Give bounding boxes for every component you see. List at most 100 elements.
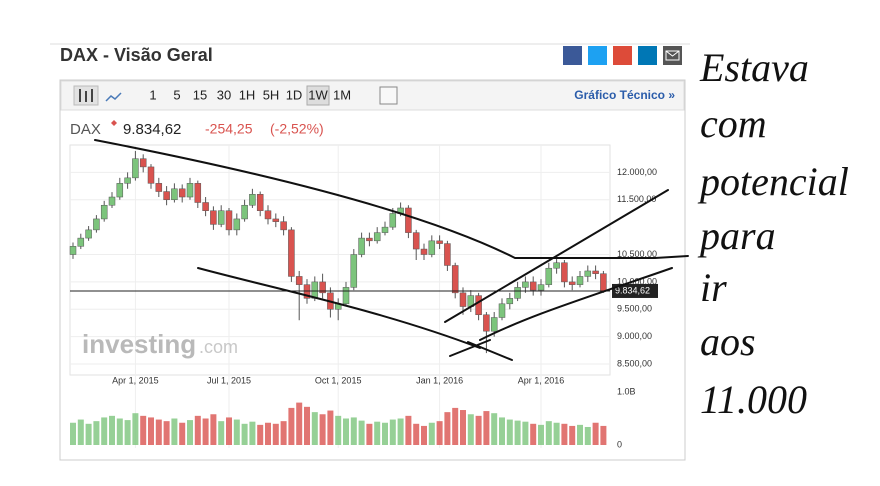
candle-body — [545, 267, 553, 285]
candle-body — [210, 210, 217, 225]
candle-body — [428, 240, 436, 255]
interval-button[interactable]: 15 — [193, 87, 207, 102]
candle-body — [194, 183, 202, 203]
candle-body — [342, 287, 350, 305]
candle-body — [163, 191, 170, 201]
candle-body — [358, 237, 365, 255]
candle-body — [272, 218, 280, 222]
volume-bar — [538, 424, 544, 445]
handwritten-word: com — [700, 101, 767, 146]
volume-bar — [569, 425, 576, 445]
volume-bar — [265, 422, 271, 445]
candle-body — [241, 204, 248, 220]
x-tick-label: Jan 1, 2016 — [416, 375, 463, 385]
volume-bar — [343, 418, 349, 445]
candle-body — [295, 276, 303, 285]
volume-bar — [148, 417, 154, 445]
candle-body — [288, 229, 295, 277]
volume-bar — [210, 414, 217, 445]
volume-bar — [460, 410, 466, 445]
price-tag-label: 9.834,62 — [615, 285, 650, 295]
volume-bar — [577, 424, 583, 445]
candle-body — [459, 292, 467, 307]
candle-body — [202, 202, 209, 211]
technical-chart-link[interactable]: Gráfico Técnico » — [574, 88, 675, 102]
hand-line — [197, 267, 481, 349]
candle-body — [100, 204, 108, 220]
volume-bar — [132, 413, 139, 445]
hand-line — [479, 267, 673, 341]
candle-body — [475, 295, 482, 316]
candle-body — [568, 281, 576, 285]
y-tick-label: 10.000,00 — [617, 276, 657, 286]
volume-bar — [272, 423, 279, 445]
volume-bar — [389, 419, 396, 445]
candle-body — [69, 246, 77, 255]
volume-bar — [405, 415, 412, 445]
volume-bar — [327, 410, 334, 445]
candle-body — [124, 177, 131, 184]
volume-bar — [77, 419, 84, 445]
volume-bar — [600, 425, 607, 445]
volume-bar — [218, 421, 225, 445]
candle-body — [225, 210, 233, 231]
candle-body — [584, 270, 592, 277]
candle-body — [576, 276, 584, 285]
volume-bar — [506, 419, 513, 445]
interval-button[interactable]: 5H — [263, 87, 280, 102]
volume-bar — [93, 421, 100, 445]
interval-button[interactable]: 1W — [308, 87, 328, 102]
quote-symbol: DAX — [70, 121, 101, 138]
candle-body — [178, 188, 186, 198]
interval-button[interactable]: 1H — [239, 87, 256, 102]
volume-bar — [436, 421, 443, 445]
interval-button[interactable]: 5 — [173, 87, 180, 102]
volume-bar — [288, 407, 295, 445]
hand-line — [449, 339, 513, 361]
volume-bar — [179, 422, 186, 445]
interval-button[interactable]: 30 — [217, 87, 231, 102]
candle-body — [451, 265, 459, 294]
volume-bar — [530, 423, 537, 445]
volume-bar — [280, 421, 287, 445]
candle-body — [319, 281, 326, 294]
linkedin-icon[interactable] — [638, 46, 657, 65]
candle-body — [529, 281, 537, 291]
line-button[interactable] — [105, 92, 122, 102]
candle-body — [132, 158, 139, 179]
candle-body — [93, 218, 100, 231]
interval-button[interactable]: 1 — [149, 87, 156, 102]
volume-bar — [124, 420, 131, 445]
googleplus-icon[interactable] — [613, 46, 632, 65]
x-tick-label: Oct 1, 2015 — [315, 375, 362, 385]
volume-bar — [413, 423, 420, 445]
twitter-icon[interactable] — [588, 46, 607, 65]
widget — [59, 79, 686, 461]
candle-body — [350, 254, 358, 288]
settings-button[interactable] — [379, 86, 398, 105]
y-tick-label: 10.500,00 — [617, 249, 657, 259]
share-icons[interactable] — [563, 46, 682, 65]
candle-body — [405, 207, 412, 233]
volume-bar — [467, 414, 474, 445]
facebook-icon[interactable] — [563, 46, 582, 65]
candle-body — [381, 226, 389, 233]
interval-button[interactable]: 1M — [333, 87, 351, 102]
watermark-domain: .com — [199, 337, 238, 357]
interval-button[interactable]: 1D — [286, 87, 303, 102]
volume-bar — [491, 413, 498, 445]
candle-body — [108, 196, 116, 206]
volume-bar — [358, 420, 365, 445]
candle-body — [186, 183, 194, 198]
candle-body — [412, 232, 420, 250]
volume-bar — [171, 418, 178, 445]
volume-bar — [350, 417, 357, 445]
volume-bar — [226, 417, 232, 445]
y-tick-label: 12.000,00 — [617, 167, 657, 177]
volume-bar — [545, 421, 552, 445]
volume-bar — [483, 411, 490, 445]
volume-bar — [85, 423, 92, 445]
volume-bar — [561, 423, 568, 445]
hand-drawing — [94, 139, 689, 361]
handwritten-word: potencial — [697, 159, 849, 204]
